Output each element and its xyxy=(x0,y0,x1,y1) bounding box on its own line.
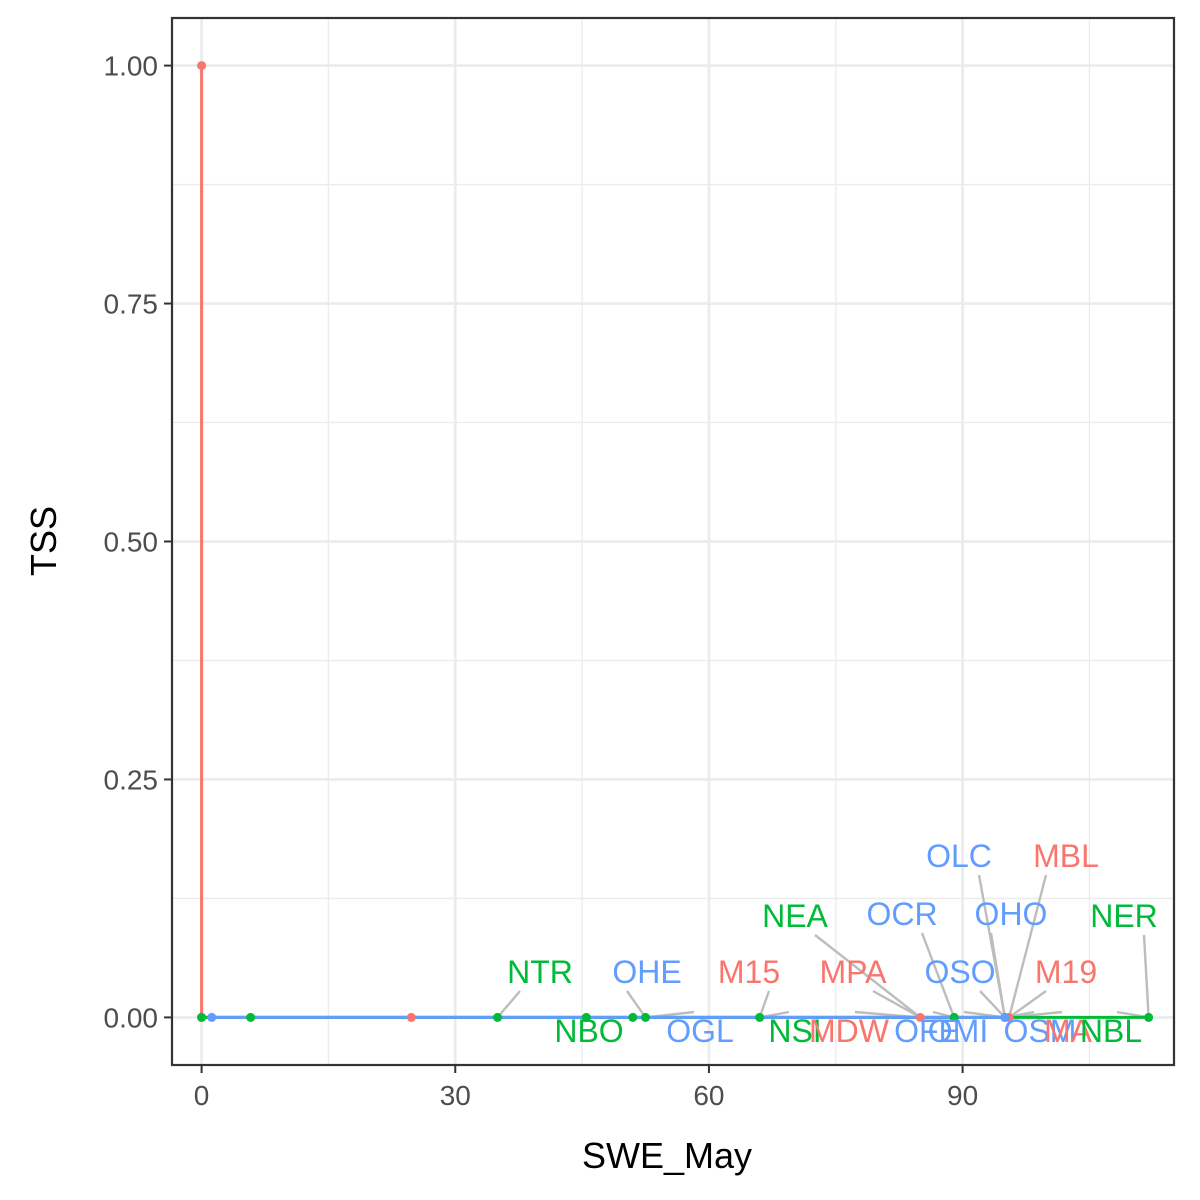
data-point xyxy=(207,1012,217,1022)
point-label: NEA xyxy=(762,898,828,934)
point-label: OCR xyxy=(866,896,937,932)
data-point xyxy=(581,1012,591,1022)
data-point xyxy=(197,61,207,71)
label-connector xyxy=(758,990,771,1018)
x-tick-label: 0 xyxy=(194,1080,210,1111)
x-axis-title: SWE_May xyxy=(582,1135,752,1176)
point-label: MDW xyxy=(809,1013,890,1049)
data-point xyxy=(1144,1012,1154,1022)
data-point xyxy=(915,1012,925,1022)
data-point xyxy=(406,1012,416,1022)
y-axis-title: TSS xyxy=(23,506,64,576)
point-label: OHE xyxy=(612,954,681,990)
label-connector xyxy=(814,934,922,1019)
point-label: OGL xyxy=(666,1013,734,1049)
point-label: NBL xyxy=(1080,1013,1142,1049)
data-points xyxy=(197,61,1154,1022)
y-tick-label: 0.25 xyxy=(104,764,159,795)
data-point xyxy=(493,1012,503,1022)
point-label: OLC xyxy=(926,838,992,874)
axes: 0 30 60 90 0.00 0.25 0.50 0.75 1.00 xyxy=(104,51,979,1111)
data-point xyxy=(1000,1012,1010,1022)
label-connector xyxy=(920,932,956,1018)
point-label: NTR xyxy=(507,954,573,990)
point-label: MA xyxy=(1044,1013,1093,1049)
label-connector xyxy=(1008,990,1047,1019)
label-connector xyxy=(496,990,521,1019)
point-label: OFE xyxy=(894,1013,960,1049)
data-point xyxy=(755,1012,765,1022)
label-connector xyxy=(1142,934,1150,1018)
point-label: OSO xyxy=(924,954,995,990)
point-label: OSM xyxy=(1004,1013,1077,1049)
point-label: NSI xyxy=(768,1013,821,1049)
point-label: OHO xyxy=(975,896,1048,932)
point-label: MBL xyxy=(1033,838,1099,874)
point-label: M19 xyxy=(1035,954,1097,990)
data-point xyxy=(628,1012,638,1022)
data-point xyxy=(197,1012,207,1022)
data-point xyxy=(949,1012,959,1022)
x-tick-label: 60 xyxy=(693,1080,724,1111)
point-label: NER xyxy=(1090,898,1158,934)
point-label: MPA xyxy=(820,954,888,990)
point-label: NBO xyxy=(554,1013,623,1049)
y-tick-label: 1.00 xyxy=(104,51,159,82)
data-point xyxy=(641,1012,651,1022)
plot-panel: NTR OHE M15 MPA NEA OCR OSO OLC OHO MBL M19 NER NBO O… xyxy=(170,16,1176,1067)
label-connector xyxy=(989,932,1007,1018)
y-tick-label: 0.75 xyxy=(104,289,159,320)
point-labels: NTR OHE M15 MPA NEA OCR OSO OLC OHO MBL M19 NER NBO O… xyxy=(507,838,1158,1049)
x-tick-label: 30 xyxy=(440,1080,471,1111)
point-label: M15 xyxy=(718,954,780,990)
label-connector xyxy=(1007,874,1048,1018)
label-connector xyxy=(872,989,921,1019)
point-label: OMI xyxy=(928,1013,988,1049)
data-point xyxy=(246,1012,256,1022)
y-tick-label: 0.50 xyxy=(104,527,159,558)
label-connector xyxy=(626,990,647,1019)
label-connector xyxy=(979,990,1006,1019)
y-tick-label: 0.00 xyxy=(104,1002,159,1033)
x-tick-label: 90 xyxy=(947,1080,978,1111)
